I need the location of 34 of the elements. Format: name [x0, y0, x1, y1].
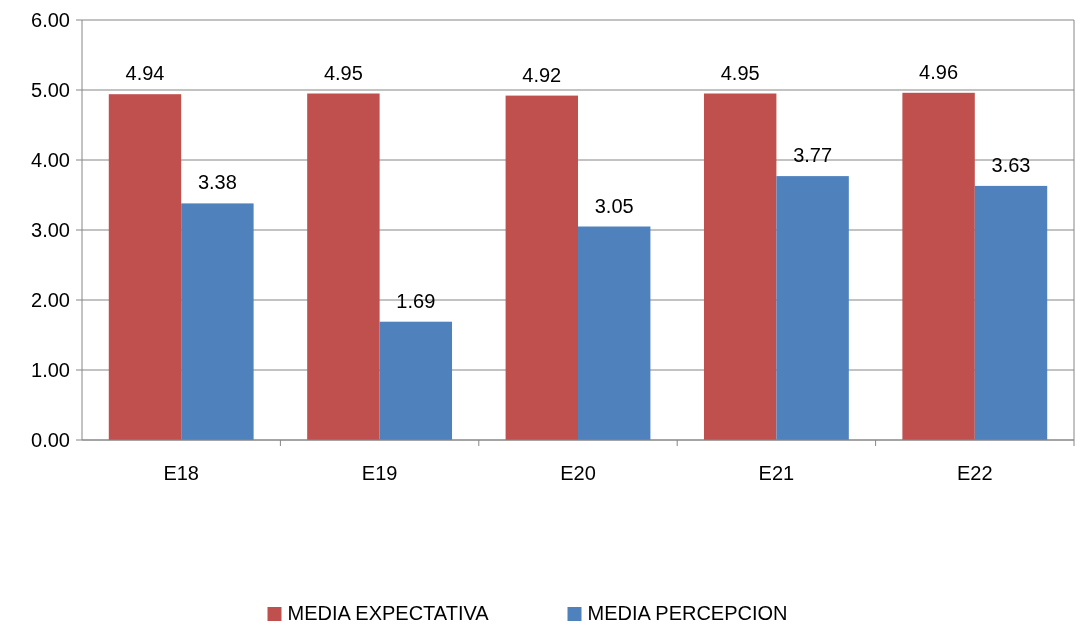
x-tick-label: E22	[957, 462, 993, 484]
data-label: 4.95	[323, 61, 363, 84]
data-label: 4.92	[522, 63, 562, 86]
y-tick-label: 5.00	[31, 79, 70, 101]
y-tick-label: 4.00	[31, 149, 70, 171]
bar	[902, 92, 975, 440]
bar	[505, 95, 578, 440]
bar	[578, 226, 651, 440]
data-label: 3.05	[594, 194, 634, 217]
data-label: 4.96	[919, 60, 959, 83]
y-tick-label: 0.00	[31, 429, 70, 451]
data-label: 1.69	[396, 289, 436, 312]
x-tick-label: E19	[361, 462, 398, 484]
y-tick-label: 3.00	[31, 219, 70, 241]
bar	[776, 176, 849, 440]
x-tick-label: E21	[758, 462, 795, 484]
legend-label: MEDIA EXPECTATIVA	[287, 602, 490, 624]
bar	[379, 321, 453, 440]
data-label: 3.77	[793, 144, 833, 167]
y-tick-label: 2.00	[31, 289, 70, 311]
data-label: 4.94	[125, 62, 165, 85]
data-label: 4.95	[720, 61, 760, 84]
y-tick-label: 1.00	[31, 359, 70, 381]
bar	[181, 203, 254, 440]
legend-label: MEDIA PERCEPCION	[587, 602, 788, 624]
bar	[108, 94, 182, 440]
x-tick-label: E18	[163, 462, 199, 484]
x-tick-label: E20	[560, 462, 596, 484]
bar	[307, 93, 380, 440]
data-label: 3.63	[991, 153, 1031, 176]
y-tick-label: 6.00	[31, 9, 70, 31]
data-label: 3.38	[197, 171, 237, 194]
bar	[974, 185, 1048, 440]
bar	[703, 93, 777, 440]
